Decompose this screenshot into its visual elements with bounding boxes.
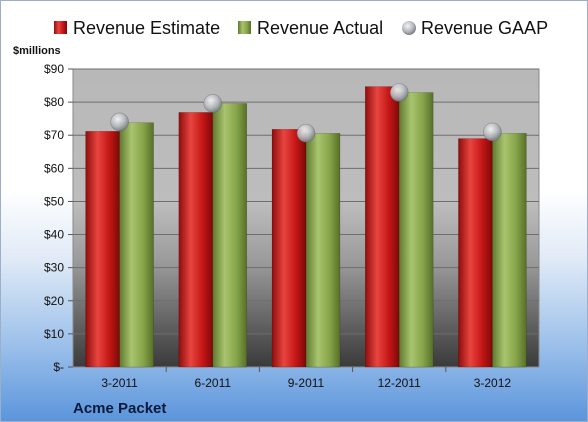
legend-swatch-revenue-gaap [402, 21, 416, 35]
bar-revenue-estimate [458, 138, 493, 368]
bar-revenue-actual [305, 132, 341, 368]
legend-swatch-revenue-estimate [54, 21, 67, 34]
x-tick-label: 12-2011 [378, 376, 421, 390]
y-tick-label: $90 [44, 62, 64, 76]
legend-label-revenue-actual: Revenue Actual [257, 18, 383, 38]
bar-revenue-actual [212, 103, 248, 368]
y-tick-label: $10 [44, 327, 64, 341]
x-axis-ticks: 3-2011 6-2011 9-2011 12-2011 3-2012 [101, 367, 511, 390]
y-tick-label: $60 [44, 161, 64, 175]
bars [85, 86, 527, 368]
bar-revenue-actual [398, 92, 434, 368]
y-axis-ticks: $- $10 $20 $30 $40 $50 $60 $70 $80 $90 [44, 62, 73, 374]
x-tick-label: 6-2011 [195, 376, 232, 390]
x-tick-label: 9-2011 [288, 376, 325, 390]
bar-revenue-estimate [85, 130, 120, 368]
bar-revenue-estimate [364, 86, 400, 368]
company-name: Acme Packet [73, 400, 166, 417]
legend-label-revenue-estimate: Revenue Estimate [73, 18, 220, 38]
gaap-marker [203, 94, 223, 113]
bar-revenue-actual [119, 122, 154, 368]
x-tick-label: 3-2011 [101, 376, 138, 390]
legend: Revenue Estimate Revenue Actual Revenue … [54, 18, 548, 38]
gaap-marker [389, 83, 409, 102]
legend-swatch-revenue-actual [238, 21, 251, 34]
bar-revenue-actual [492, 132, 527, 368]
bar-revenue-estimate [178, 112, 214, 368]
y-tick-label: $20 [44, 294, 64, 308]
y-tick-label: $80 [44, 95, 64, 109]
x-tick-label: 3-2012 [474, 376, 512, 390]
y-tick-label: $50 [44, 194, 64, 208]
gaap-markers [110, 83, 502, 143]
gaap-marker [110, 112, 129, 132]
y-tick-label: $- [53, 360, 64, 374]
bar-revenue-estimate [271, 129, 307, 368]
y-tick-label: $40 [44, 228, 64, 242]
gaap-marker [483, 122, 502, 142]
y-tick-label: $30 [44, 261, 64, 275]
y-tick-label: $70 [44, 128, 64, 142]
gaap-marker [296, 123, 316, 143]
unit-label: $millions [13, 45, 61, 57]
legend-label-revenue-gaap: Revenue GAAP [421, 18, 548, 38]
